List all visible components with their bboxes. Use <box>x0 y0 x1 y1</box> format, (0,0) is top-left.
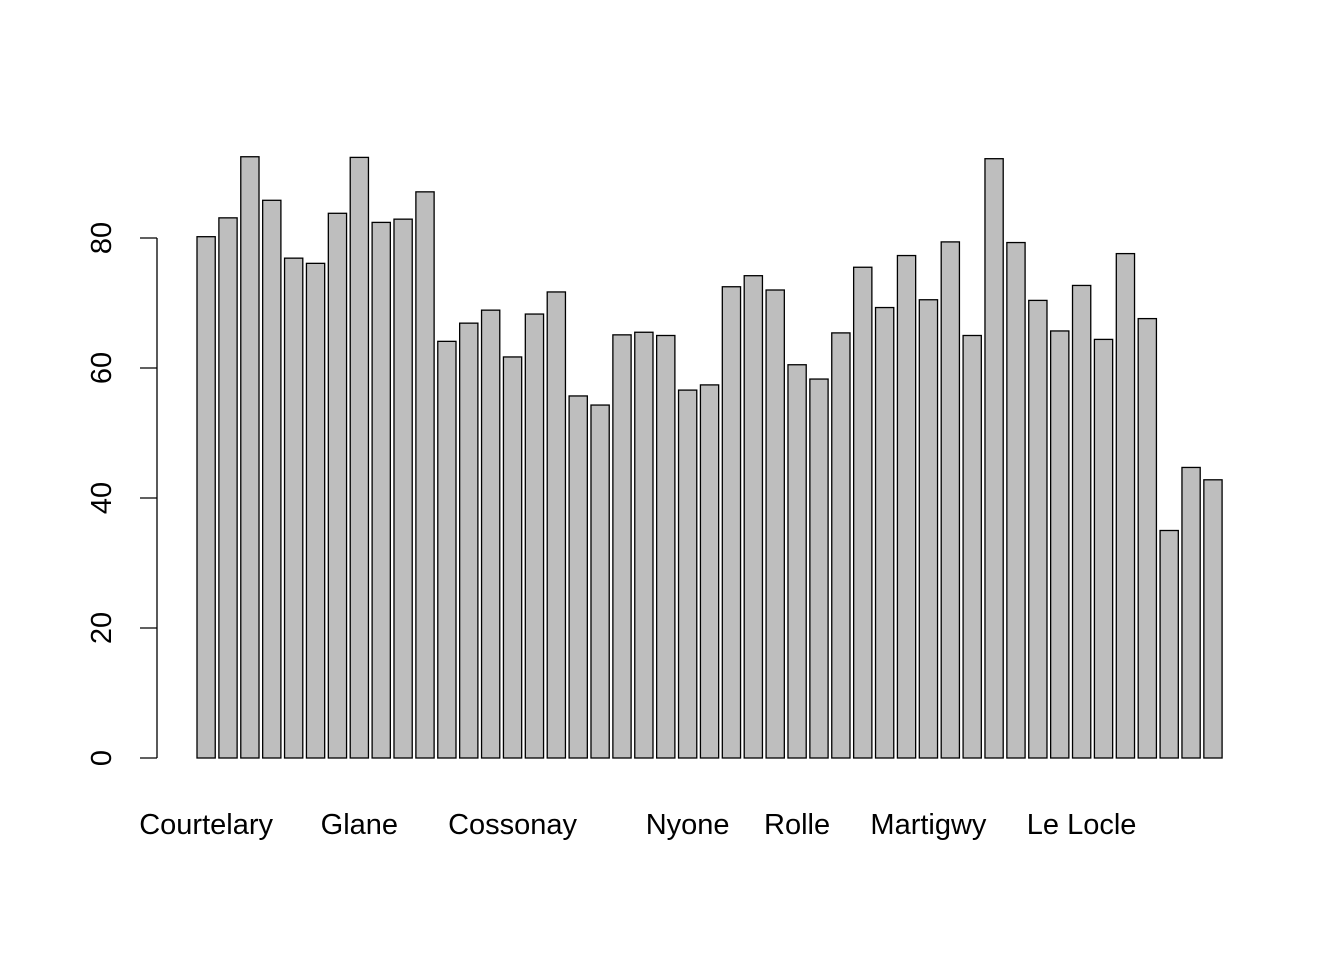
bar <box>874 306 895 759</box>
bar <box>699 384 720 759</box>
y-tick-label: 80 <box>86 222 118 254</box>
bar <box>283 257 304 759</box>
bar <box>852 266 873 759</box>
bar <box>1028 299 1048 759</box>
y-tick-label: 20 <box>86 612 118 644</box>
bar <box>1071 284 1092 759</box>
x-tick-label: Le Locle <box>1027 809 1137 841</box>
bar <box>1093 338 1114 759</box>
bar <box>480 309 501 759</box>
bar <box>305 262 326 759</box>
bar <box>1115 252 1136 759</box>
bar <box>459 322 479 759</box>
bar <box>787 364 807 759</box>
bar <box>415 191 435 759</box>
bar <box>371 221 391 759</box>
bar <box>1181 466 1201 759</box>
bar <box>568 395 588 759</box>
bar <box>1203 479 1223 759</box>
bar <box>809 378 829 759</box>
bars <box>196 156 1223 759</box>
bar <box>1137 317 1158 759</box>
bar <box>502 356 523 759</box>
y-tick-label: 40 <box>86 482 118 514</box>
bar <box>918 299 939 759</box>
bar <box>546 291 567 759</box>
bar <box>896 254 917 759</box>
bar <box>590 404 610 759</box>
bar <box>831 332 851 759</box>
bar <box>218 217 238 759</box>
bar <box>940 241 961 759</box>
x-tick-label: Martigwy <box>870 809 987 841</box>
x-tick-label: Cossonay <box>448 809 577 841</box>
x-tick-label: Glane <box>321 809 398 841</box>
bar <box>612 334 632 759</box>
bar <box>677 389 698 759</box>
bar <box>765 289 785 759</box>
bar <box>240 156 260 759</box>
bar <box>524 313 545 759</box>
x-tick-label: Courtelary <box>139 809 273 841</box>
y-tick-label: 60 <box>86 352 118 384</box>
bar <box>262 199 282 759</box>
bar <box>349 156 370 759</box>
bar <box>1049 330 1070 759</box>
y-axis: 0 20 40 60 80 <box>86 222 158 766</box>
bar <box>634 331 654 759</box>
bar <box>743 275 764 759</box>
x-tick-label: Rolle <box>764 809 830 841</box>
x-axis-labels: Courtelary Glane Cossonay Nyone Rolle Martigw… <box>139 809 1136 841</box>
bar <box>437 340 457 759</box>
bar <box>196 236 216 759</box>
y-tick-label: 0 <box>86 750 118 766</box>
bar <box>1159 529 1179 759</box>
bar <box>984 158 1004 759</box>
bar <box>393 218 413 759</box>
bar <box>1006 241 1026 759</box>
bar <box>721 286 742 759</box>
bar <box>655 334 676 759</box>
bar <box>962 334 982 759</box>
x-tick-label: Nyone <box>646 809 730 841</box>
bar <box>327 212 348 759</box>
